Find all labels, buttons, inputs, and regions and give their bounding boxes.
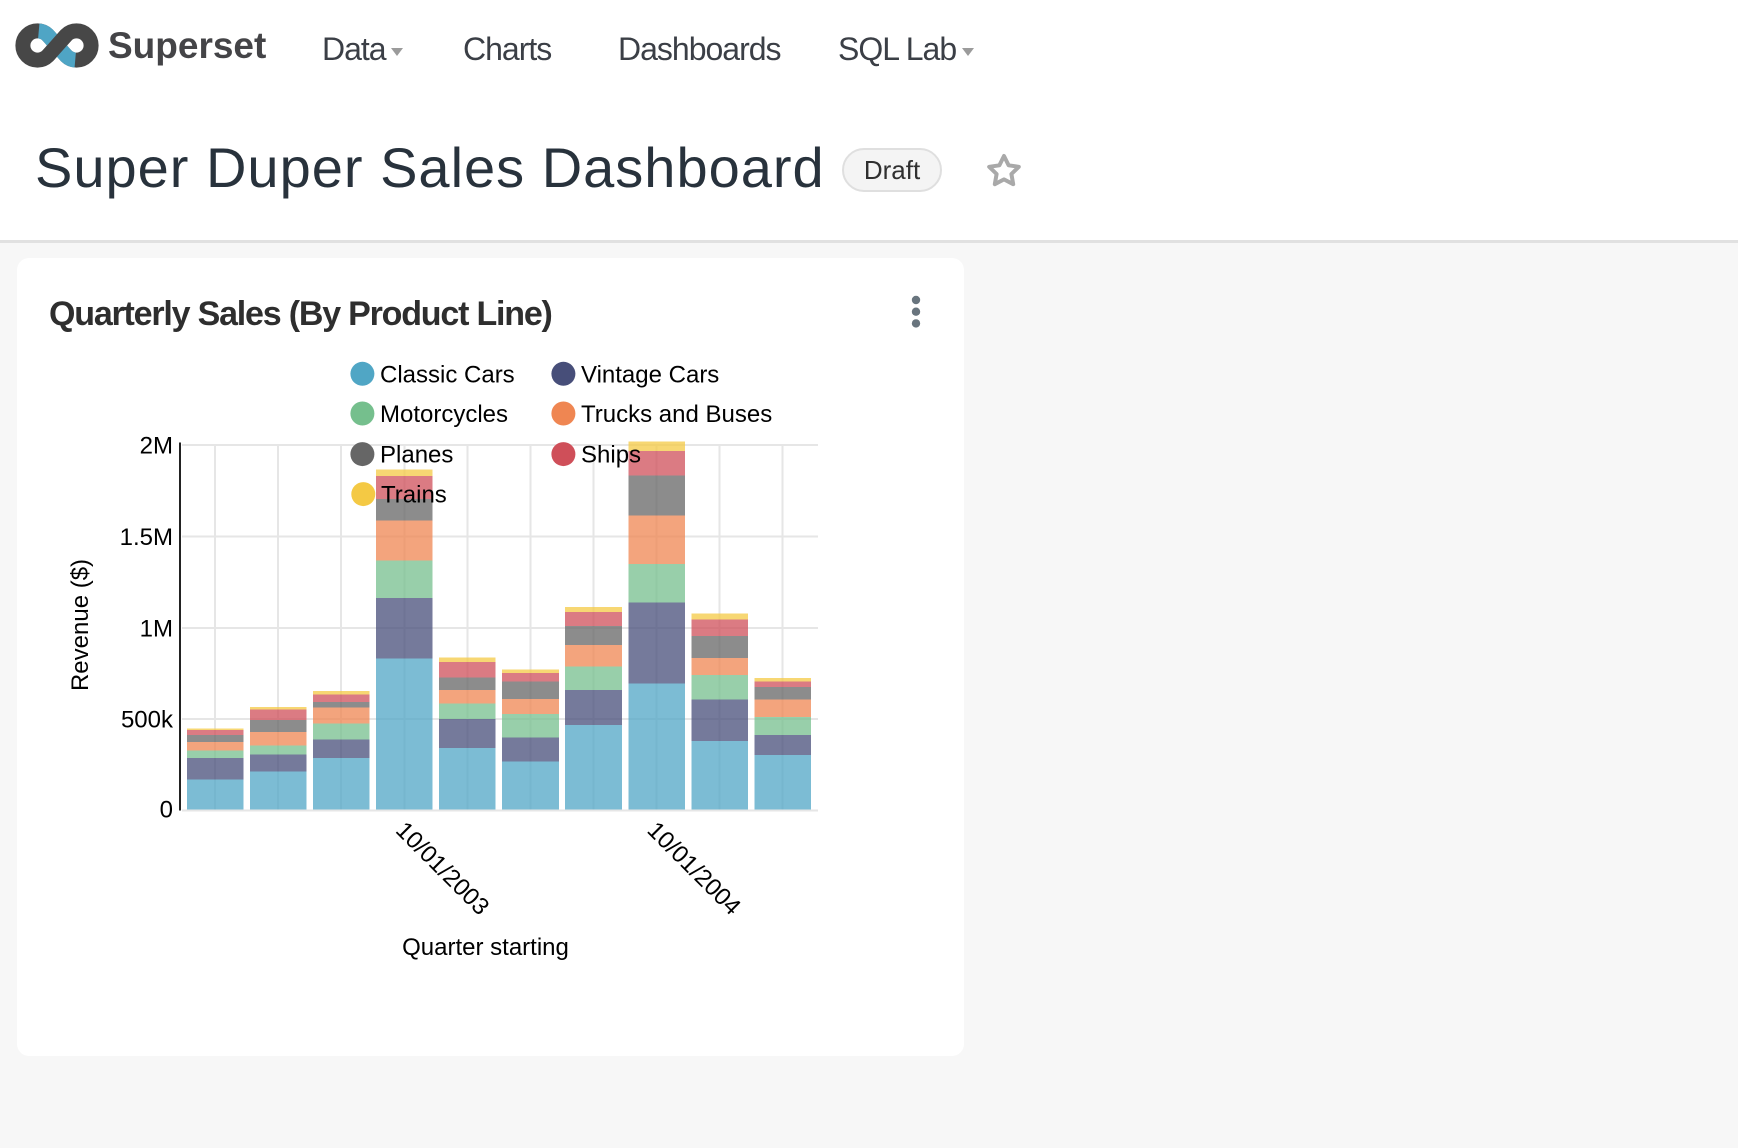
svg-text:Ships: Ships [581, 442, 641, 469]
svg-text:10/01/2004: 10/01/2004 [642, 817, 746, 921]
svg-text:Quarterly Sales (By Product Li: Quarterly Sales (By Product Line) [49, 295, 552, 333]
svg-text:Classic Cars: Classic Cars [380, 361, 515, 388]
svg-text:Motorcycles: Motorcycles [380, 401, 508, 428]
svg-text:Trains: Trains [381, 482, 447, 509]
svg-text:2M: 2M [140, 433, 173, 460]
svg-text:Planes: Planes [380, 442, 453, 469]
svg-text:Trucks and Buses: Trucks and Buses [581, 401, 772, 428]
svg-text:500k: 500k [121, 707, 174, 734]
svg-text:10/01/2003: 10/01/2003 [390, 817, 494, 921]
svg-text:1.5M: 1.5M [120, 524, 173, 551]
svg-text:Revenue ($): Revenue ($) [67, 559, 94, 691]
svg-text:Vintage Cars: Vintage Cars [581, 361, 719, 388]
svg-text:Quarter starting: Quarter starting [402, 934, 569, 961]
svg-text:0: 0 [160, 797, 173, 824]
svg-text:1M: 1M [140, 615, 173, 642]
